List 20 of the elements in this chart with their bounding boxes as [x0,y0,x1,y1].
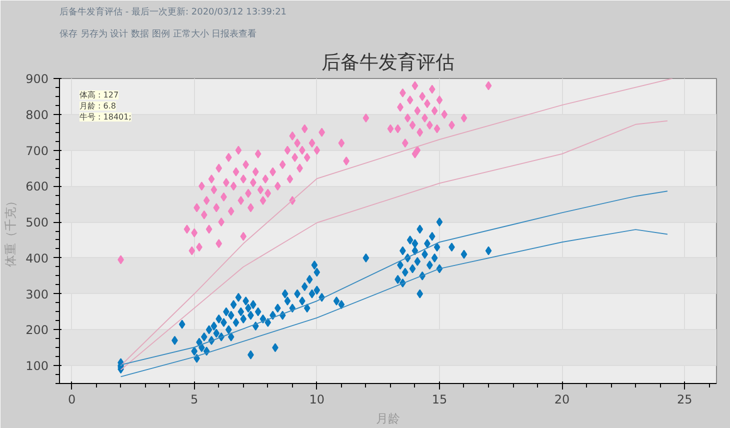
x-tick-label: 10 [309,392,325,406]
y-tick-label: 800 [26,108,48,122]
x-tick-label: 0 [68,392,76,406]
y-tick-label: 300 [26,287,48,302]
chart-title: 后备牛发育评估 [322,52,454,74]
y-tick-label: 100 [26,359,48,374]
y-tick-label: 600 [26,180,48,194]
y-tick-label: 900 [26,72,48,86]
annotation: 体高 : 127 月龄 : 6.8 牛号 : 18401; [80,90,132,122]
y-tick-label: 500 [26,216,48,230]
text: 后备牛发育评估 - 最后一次更新: 2020/03/12 13:39:21 [60,6,287,18]
line-series [120,229,668,378]
y-tick-label: 200 [26,323,48,338]
x-tick-label: 20 [554,392,570,406]
x-tick-label: 15 [432,392,448,406]
x-tick-label: 5 [190,392,198,406]
x-tick-label: 25 [676,392,692,406]
y-tick-label: 700 [26,144,48,158]
text: 保存 另存为 设计 数据 图例 正常大小 日报表查看 [60,28,257,40]
y-tick-label: 400 [26,251,48,266]
